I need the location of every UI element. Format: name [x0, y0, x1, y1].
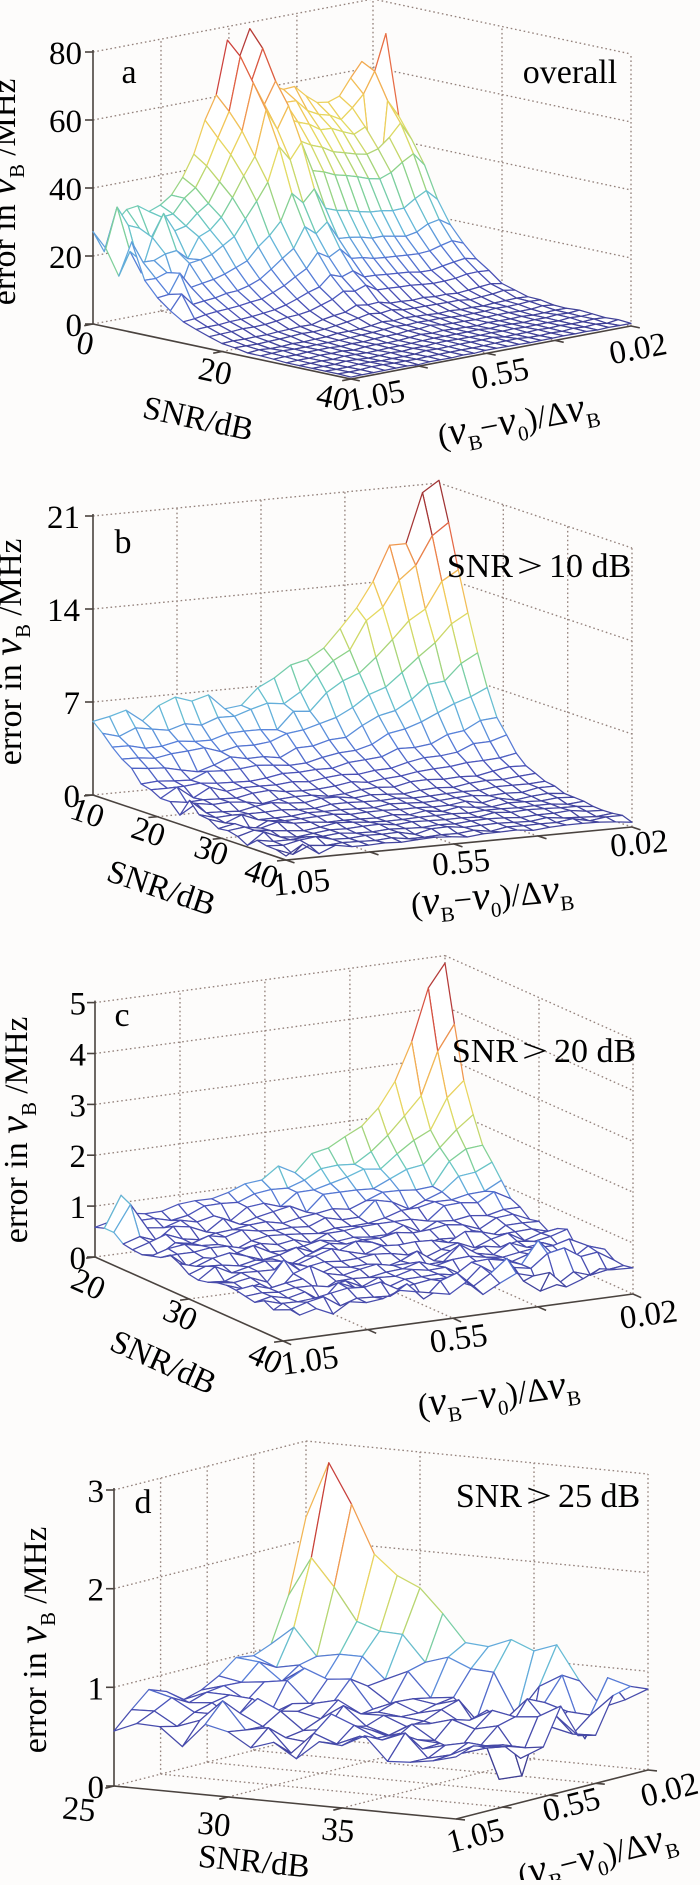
svg-text:1: 1	[88, 1671, 105, 1707]
svg-text:0.02: 0.02	[609, 823, 670, 864]
svg-text:2: 2	[88, 1573, 105, 1609]
svg-text:80: 80	[49, 36, 82, 72]
svg-text:30: 30	[196, 1806, 232, 1845]
svg-text:SNR>25 dB: SNR >25 dB	[456, 1478, 640, 1515]
svg-text:0: 0	[66, 308, 83, 344]
svg-text:14: 14	[47, 593, 80, 629]
svg-text:1.05: 1.05	[279, 1339, 341, 1382]
svg-text:error in νB /MHz: error in νB /MHz	[10, 1527, 60, 1754]
svg-text:60: 60	[49, 104, 82, 140]
svg-text:2: 2	[70, 1139, 87, 1175]
svg-text:3: 3	[70, 1088, 87, 1124]
svg-text:SNR>20 dB: SNR >20 dB	[452, 1033, 636, 1070]
svg-text:a: a	[121, 54, 136, 91]
svg-text:40: 40	[49, 172, 82, 208]
svg-text:0.02: 0.02	[618, 1293, 680, 1336]
svg-text:error in νB /MHz: error in νB /MHz	[0, 1017, 41, 1244]
svg-text:0: 0	[73, 325, 97, 364]
svg-text:0: 0	[88, 1770, 105, 1806]
svg-text:c: c	[114, 997, 129, 1034]
svg-text:0: 0	[70, 1241, 87, 1277]
svg-text:4: 4	[70, 1038, 87, 1074]
svg-text:3: 3	[88, 1474, 105, 1510]
svg-text:20: 20	[195, 351, 235, 393]
svg-text:0.55: 0.55	[428, 1317, 490, 1360]
svg-text:25: 25	[61, 1791, 97, 1830]
svg-text:5: 5	[70, 987, 87, 1023]
svg-text:35: 35	[320, 1812, 356, 1851]
svg-text:20: 20	[49, 240, 82, 276]
svg-text:7: 7	[64, 686, 81, 722]
svg-text:0: 0	[64, 779, 81, 815]
svg-text:overall: overall	[523, 54, 617, 91]
svg-text:1: 1	[70, 1190, 87, 1226]
svg-text:1.05: 1.05	[271, 862, 332, 903]
svg-text:21: 21	[47, 500, 80, 536]
svg-text:40: 40	[313, 377, 353, 419]
svg-text:b: b	[115, 524, 132, 561]
svg-text:SNR>10 dB: SNR >10 dB	[447, 548, 631, 585]
svg-text:0.55: 0.55	[431, 842, 492, 883]
svg-text:d: d	[135, 1484, 152, 1521]
